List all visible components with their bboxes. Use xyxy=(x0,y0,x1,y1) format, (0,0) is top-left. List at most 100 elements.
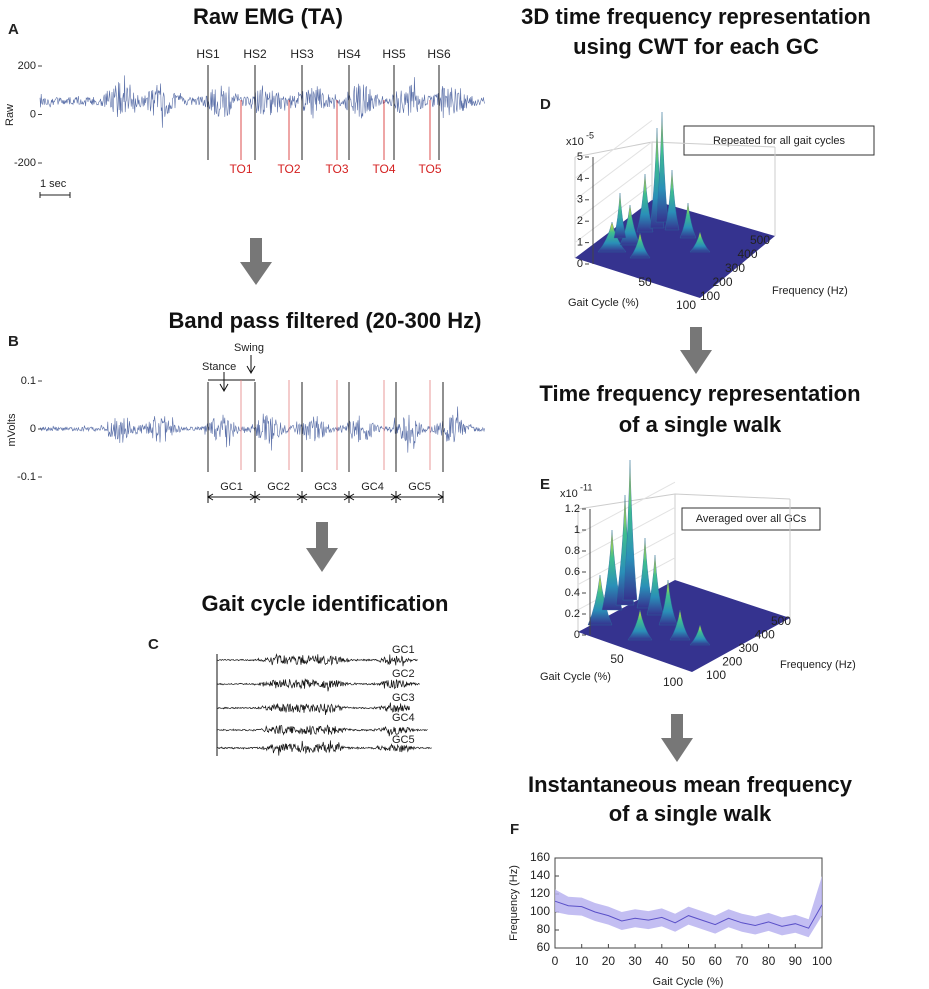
emg-trace xyxy=(216,740,432,756)
cycle-label: GC5 xyxy=(392,734,415,746)
x-tick-label: 50 xyxy=(682,954,696,968)
y-axis-label: Frequency (Hz) xyxy=(772,285,848,297)
swing-label: Swing xyxy=(234,342,264,354)
y-tick-label: 2 xyxy=(577,215,583,227)
panel-title: Band pass filtered (20-300 Hz) xyxy=(169,308,482,333)
heading: of a single walk xyxy=(609,801,772,826)
y-tick-label: 0.2 xyxy=(565,608,580,620)
y-tick-label: 400 xyxy=(737,247,757,261)
heel-strike-label: HS1 xyxy=(196,47,220,61)
y-tick-label: 0.1 xyxy=(21,375,36,387)
y-tick-label: 4 xyxy=(577,172,583,184)
wall-grid xyxy=(574,162,653,222)
cycle-label: GC1 xyxy=(220,481,243,493)
y-tick-label: 1 xyxy=(577,237,583,249)
x-axis-label: Gait Cycle (%) xyxy=(568,297,639,309)
y-tick-label: 0.8 xyxy=(565,545,580,557)
emg-trace xyxy=(216,724,428,737)
surface-peak xyxy=(646,554,664,616)
x-tick-label: 100 xyxy=(812,954,832,968)
y-tick-label: 5 xyxy=(577,151,583,163)
y-tick-label: 0 xyxy=(30,423,36,435)
toe-off-label: TO3 xyxy=(325,162,348,176)
exponent-base: x10 xyxy=(566,136,584,148)
surface-peak xyxy=(679,202,697,239)
panel-letter: F xyxy=(510,821,519,838)
heel-strike-label: HS3 xyxy=(290,47,314,61)
surface-floor xyxy=(575,200,775,298)
y-tick-label: 0 xyxy=(577,258,583,270)
surface-peak xyxy=(689,624,711,646)
y-axis-label: Raw xyxy=(4,104,16,126)
x-tick-label: 80 xyxy=(762,954,776,968)
note-box xyxy=(681,507,821,531)
y-axis-label: Frequency (Hz) xyxy=(780,659,856,671)
panel-letter: B xyxy=(8,333,19,350)
y-tick-label: 0.4 xyxy=(565,587,580,599)
x-tick-label: 50 xyxy=(610,652,624,666)
toe-off-label: TO2 xyxy=(277,162,300,176)
surface-peak xyxy=(669,609,691,641)
exponent: -11 xyxy=(580,482,592,492)
y-tick-label: 60 xyxy=(537,940,551,954)
emg-trace xyxy=(39,406,485,453)
surface-peak xyxy=(629,232,651,259)
emg-trace xyxy=(216,702,410,716)
y-tick-label: 100 xyxy=(530,904,550,918)
cycle-label: GC2 xyxy=(392,668,415,680)
surface-peak xyxy=(664,169,680,231)
cycle-label: GC4 xyxy=(361,481,384,493)
y-tick-label: 300 xyxy=(738,641,758,655)
surface-peak xyxy=(655,111,669,223)
confidence-band xyxy=(555,876,822,938)
y-tick-label: 500 xyxy=(750,233,770,247)
cycle-label: GC4 xyxy=(392,712,415,724)
heading: of a single walk xyxy=(619,412,782,437)
x-tick-label: 100 xyxy=(663,675,683,689)
surface-peak xyxy=(587,574,613,626)
x-tick-label: 10 xyxy=(575,954,589,968)
y-tick-label: 400 xyxy=(755,628,775,642)
x-tick-label: 0 xyxy=(552,954,559,968)
heading: using CWT for each GC xyxy=(573,34,819,59)
y-tick-label: 200 xyxy=(722,655,742,669)
y-tick-label: 300 xyxy=(725,261,745,275)
y-tick-label: 160 xyxy=(530,850,550,864)
y-tick-label: 0 xyxy=(30,108,36,120)
cycle-label: GC3 xyxy=(392,692,415,704)
exponent-base: x10 xyxy=(560,488,578,500)
panel-title: Gait cycle identification xyxy=(202,591,449,616)
panel-letter: E xyxy=(540,476,550,493)
x-tick-label: 70 xyxy=(735,954,749,968)
y-axis-label: mVolts xyxy=(6,413,18,447)
stance-swing-arrows xyxy=(208,355,256,393)
emg-trace xyxy=(39,75,485,128)
x-tick-label: 50 xyxy=(638,275,652,289)
scale-bar xyxy=(39,192,71,198)
x-tick-label: 30 xyxy=(628,954,642,968)
y-tick-label: 140 xyxy=(530,868,550,882)
y-tick-label: -200 xyxy=(14,157,36,169)
y-tick-label: 200 xyxy=(712,275,732,289)
x-tick-label: 100 xyxy=(676,298,696,312)
emg-trace xyxy=(216,653,418,667)
surface-peak xyxy=(613,192,627,239)
x-tick-label: 60 xyxy=(709,954,723,968)
y-axis-label: Frequency (Hz) xyxy=(508,865,520,941)
x-axis-label: Gait Cycle (%) xyxy=(540,671,611,683)
x-tick-label: 90 xyxy=(789,954,803,968)
heading: Time frequency representation xyxy=(539,381,860,406)
x-tick-label: 20 xyxy=(602,954,616,968)
wall-grid xyxy=(577,493,791,632)
wall-grid xyxy=(574,141,653,201)
y-tick-label: -0.1 xyxy=(17,471,36,483)
cycle-label: GC2 xyxy=(267,481,290,493)
mean-line xyxy=(554,900,823,929)
heel-strike-label: HS6 xyxy=(427,47,451,61)
y-tick-label: 100 xyxy=(706,668,726,682)
x-tick-label: 40 xyxy=(655,954,669,968)
y-tick-label: 1.2 xyxy=(565,503,580,515)
cycle-bracket xyxy=(395,491,444,503)
wall-grid xyxy=(577,481,676,535)
